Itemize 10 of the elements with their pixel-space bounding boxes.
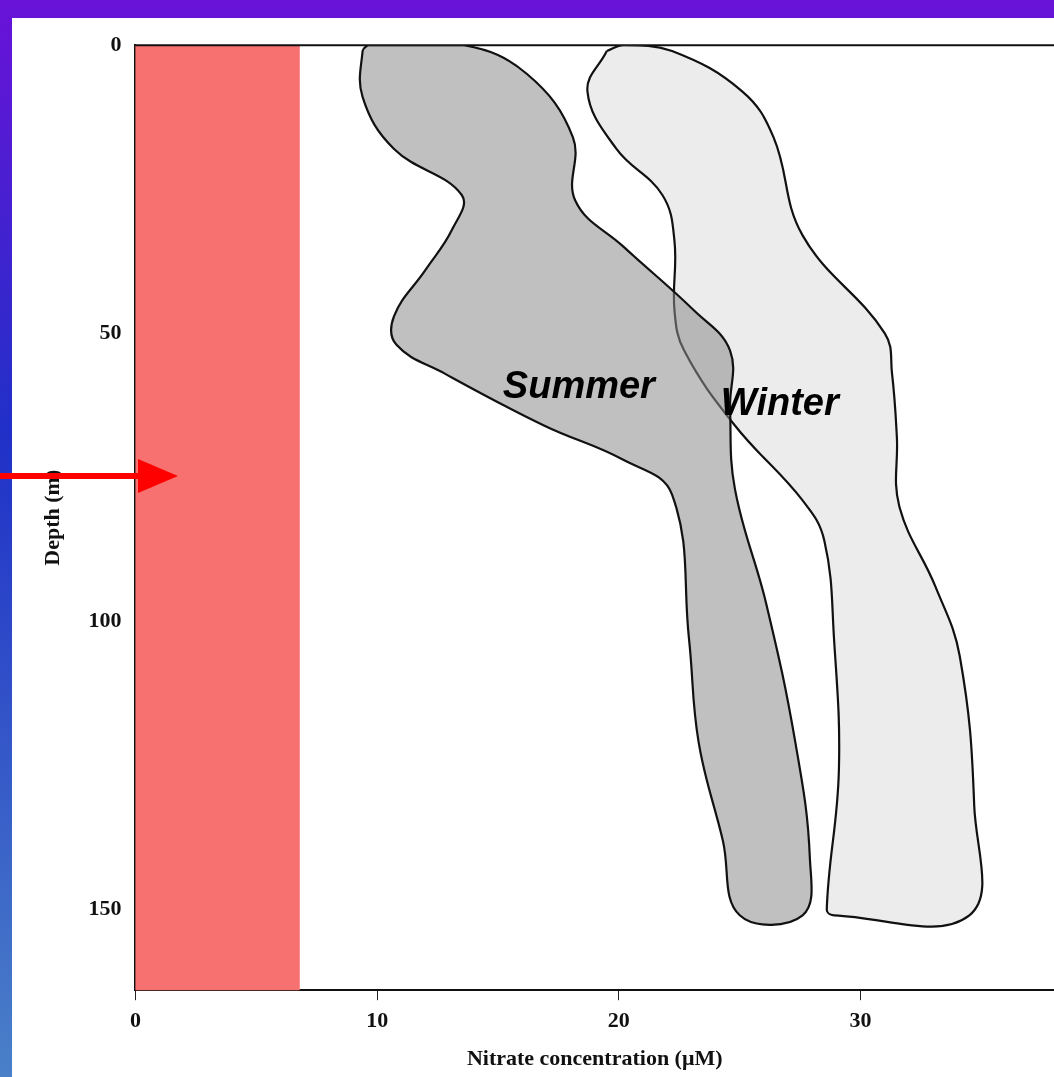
y-tick-label: 150	[88, 895, 122, 921]
x-tick-label: 20	[607, 1007, 630, 1033]
x-axis-title: Nitrate concentration (μM)	[466, 1045, 723, 1071]
x-tick-label: 0	[129, 1007, 141, 1033]
y-tick-label: 100	[88, 607, 122, 633]
y-tick-label: 50	[99, 319, 122, 344]
series-label: Summer	[502, 364, 658, 407]
y-tick-label: 0	[110, 30, 122, 56]
x-tick-label: 10	[366, 1007, 389, 1033]
x-tick-label: 30	[849, 1007, 872, 1033]
